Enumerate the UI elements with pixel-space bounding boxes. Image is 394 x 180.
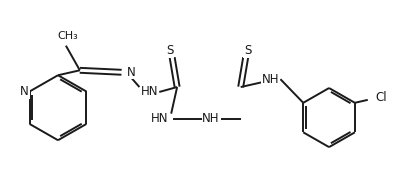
- Text: S: S: [167, 44, 174, 57]
- Text: S: S: [244, 44, 251, 57]
- Text: N: N: [20, 85, 29, 98]
- Text: NH: NH: [202, 112, 219, 125]
- Text: HN: HN: [151, 112, 168, 125]
- Text: NH: NH: [262, 73, 279, 86]
- Text: Cl: Cl: [376, 91, 387, 104]
- Text: HN: HN: [141, 86, 158, 98]
- Text: N: N: [126, 66, 135, 79]
- Text: CH₃: CH₃: [58, 31, 78, 41]
